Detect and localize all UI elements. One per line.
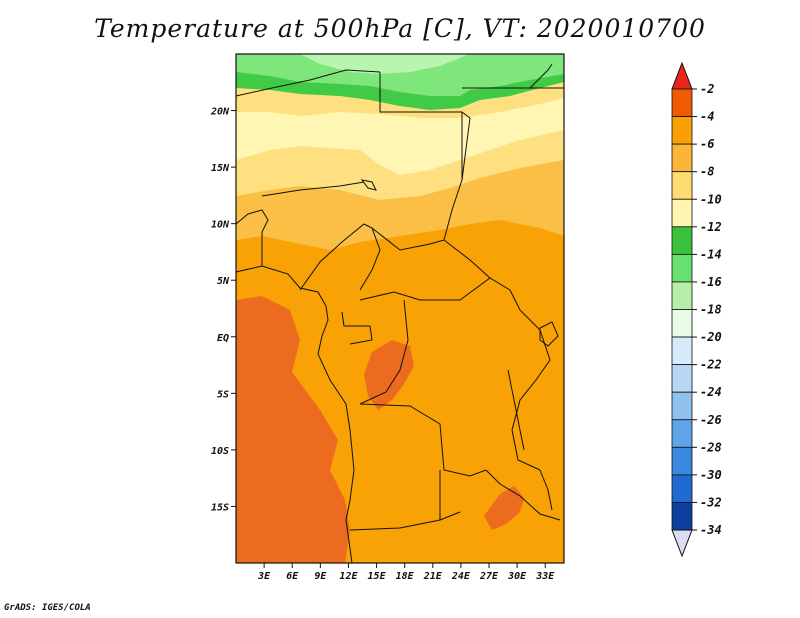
border-niger-nigeria [261, 181, 365, 197]
lon-tick-label: 24E [451, 571, 471, 582]
field-pale-green [300, 54, 468, 74]
lake-chad [360, 179, 377, 191]
legend-swatch [671, 419, 693, 448]
legend-label: -12 [700, 220, 722, 234]
legend-label: -10 [700, 192, 722, 206]
lon-tick-label: 15E [368, 571, 387, 582]
color-legend: -2 -4 -6 -8 -10 -12 -14 -16 -18 -20 -22 -24 -26 -28 -3… [671, 61, 722, 558]
border-east-africa [511, 309, 551, 471]
lon-tick-label: 21E [423, 571, 443, 582]
map-title: Temperature at 500hPa [C], VT: 202001070… [94, 14, 706, 43]
border-congo-drc [359, 299, 409, 405]
grads-credit: GrADS: IGES/COLA [4, 603, 91, 613]
legend-label: -32 [700, 495, 722, 509]
lat-tick-label: 15S [211, 502, 229, 513]
legend-label: -16 [700, 275, 722, 289]
legend-label: -30 [700, 468, 722, 482]
field-southwest-warm [236, 296, 350, 563]
temperature-field [236, 54, 564, 563]
lon-tick-label: 33E [535, 571, 555, 582]
lon-tick-label: 3E [257, 571, 271, 582]
lat-tick-label: 10N [211, 220, 230, 231]
legend-swatch [671, 88, 693, 117]
legend-swatch [671, 253, 693, 283]
lake-tanganyika [507, 369, 525, 451]
border-algeria-niger [235, 69, 381, 97]
field-light-green [236, 54, 564, 96]
legend-swatch [671, 309, 693, 338]
lake-malawi [539, 469, 553, 511]
legend-swatch [671, 281, 693, 310]
border-chad-sudan [443, 111, 471, 241]
coastline-west [235, 265, 355, 564]
border-west-sahel [235, 209, 269, 266]
legend-swatch [671, 364, 693, 393]
lon-tick-label: 9E [314, 571, 327, 582]
lat-tick-label: 15N [211, 163, 230, 174]
latitude-axis: 20N 15N 10N 5N EQ 5S 10S 15S [210, 107, 236, 513]
legend-swatch [671, 336, 693, 366]
border-libya-chad [379, 72, 463, 180]
legend-bottom-arrow [671, 529, 693, 558]
legend-label: -2 [700, 82, 714, 96]
legend-swatch [671, 198, 693, 228]
legend-label: -8 [700, 165, 714, 179]
lon-tick-label: 27E [479, 571, 499, 582]
legend-swatch [671, 143, 693, 173]
lat-tick-label: 10S [211, 446, 229, 457]
country-borders [235, 63, 564, 564]
legend-label: -14 [700, 247, 722, 261]
legend-label: -26 [700, 413, 722, 427]
legend-top-arrow [671, 61, 693, 90]
border-chad-car [371, 227, 491, 279]
legend-label: -20 [700, 330, 722, 344]
legend-label: -22 [700, 358, 722, 372]
legend-label: -18 [700, 303, 722, 317]
legend-label: -28 [700, 440, 722, 454]
lat-tick-label: 20N [210, 107, 230, 118]
lat-tick-label: 5N [217, 276, 230, 287]
lat-tick-label: EQ [217, 333, 229, 344]
legend-swatch [671, 391, 693, 421]
map-frame [235, 53, 565, 564]
legend-swatch [671, 474, 693, 503]
field-congo-warm [364, 340, 414, 410]
legend-swatch [671, 116, 693, 145]
border-car-drc [359, 277, 521, 311]
coast-red-sea [529, 63, 553, 89]
legend-swatch [671, 502, 693, 531]
border-angola-namibia [349, 511, 461, 531]
legend-swatch [671, 226, 693, 255]
legend-label: -34 [700, 523, 722, 537]
lake-victoria [539, 321, 559, 347]
border-drc-angola [359, 403, 487, 477]
lon-tick-label: 12E [339, 571, 358, 582]
lon-tick-label: 30E [507, 571, 527, 582]
border-zambia-east [485, 469, 561, 521]
border-gulf-guinea [341, 311, 373, 345]
legend-label: -24 [700, 385, 722, 399]
lat-tick-label: 5S [217, 389, 229, 400]
field-east-warm [484, 486, 524, 530]
border-nigeria-cameroon [299, 223, 381, 291]
legend-swatch [671, 446, 693, 476]
lon-tick-label: 18E [396, 571, 415, 582]
longitude-axis: 3E 6E 9E 12E 15E 18E 21E 24E 27E 30E 33E [257, 563, 555, 582]
legend-label: -4 [700, 110, 714, 124]
lon-tick-label: 6E [286, 571, 299, 582]
legend-label: -6 [700, 137, 714, 151]
legend-swatch [671, 171, 693, 200]
